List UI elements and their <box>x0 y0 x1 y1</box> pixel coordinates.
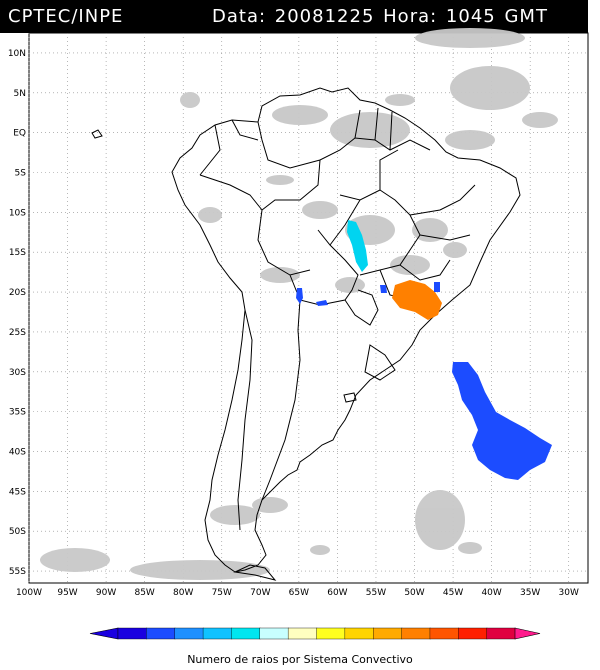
colorbar-swatch <box>344 627 374 640</box>
colorbar: 11015202530354050100150200250350 <box>89 627 541 640</box>
colorbar-swatch <box>202 627 233 640</box>
date-value: 20081225 <box>274 6 375 27</box>
hour-value: 1045 <box>445 6 496 27</box>
colorbar-left-arrow <box>89 627 119 640</box>
border-brazil-north <box>257 121 431 169</box>
border-argentina <box>261 299 301 501</box>
colorbar-swatch <box>174 627 204 640</box>
colorbar-label: Numero de raios por Sistema Convectivo <box>187 653 413 666</box>
system-bolivia-b <box>316 300 328 306</box>
longitude-label: 75W <box>212 588 232 598</box>
colorbar-swatch <box>231 627 261 640</box>
source-label: CPTEC/INPE <box>8 6 124 27</box>
colorbar-swatch <box>401 627 431 640</box>
longitude-label: 35W <box>520 588 540 598</box>
longitude-label: 60W <box>327 588 347 598</box>
latitude-label: 40S <box>9 447 26 457</box>
colorbar-swatch <box>117 627 148 640</box>
hour-label: Hora: <box>383 6 438 27</box>
latitude-label: 20S <box>9 288 26 298</box>
colorbar-swatch <box>429 627 459 640</box>
latitude-label: 30S <box>9 368 26 378</box>
longitude-label: 65W <box>289 588 309 598</box>
border-bolivia <box>289 229 359 306</box>
timezone-label: GMT <box>504 6 548 27</box>
map-header: CPTEC/INPE Data: 20081225 Hora: 1045 GMT <box>0 0 588 33</box>
south-america-coastline <box>171 87 521 573</box>
border-brazil-inner <box>261 159 321 211</box>
convective-systems <box>296 220 552 480</box>
border-brazil-states2 <box>329 149 476 311</box>
latitude-label: 10S <box>9 208 26 218</box>
colorbar-swatch <box>146 627 176 640</box>
system-atlantic <box>452 362 552 480</box>
latitude-label: 35S <box>9 408 26 418</box>
system-rio <box>434 282 440 292</box>
latitude-label: 45S <box>9 487 26 497</box>
border-colombia <box>199 119 259 176</box>
colorbar-swatch <box>259 627 289 640</box>
galapagos <box>91 129 103 139</box>
date-label: Data: <box>212 6 267 27</box>
longitude-label: 90W <box>96 588 116 598</box>
longitude-label: 95W <box>57 588 77 598</box>
longitude-label: 55W <box>366 588 386 598</box>
colorbar-swatch <box>316 627 346 640</box>
latitude-label: 25S <box>9 328 26 338</box>
latitude-label: 50S <box>9 527 26 537</box>
map-frame <box>28 32 589 584</box>
colorbar-swatch <box>287 627 318 640</box>
falklands <box>343 392 357 403</box>
longitude-label: 40W <box>481 588 501 598</box>
longitude-label: 85W <box>134 588 154 598</box>
border-guianas <box>354 107 393 151</box>
border-brazil-states <box>339 189 421 276</box>
longitude-label: 100W <box>16 588 42 598</box>
border-peru-brazil <box>199 174 311 276</box>
longitude-labels: 100W 95W 90W 85W 80W 75W 70W 65W 60W 55W 50W 45W 40W… <box>16 588 579 598</box>
latitude-label: 55S <box>9 567 26 577</box>
border-paraguay <box>344 289 379 326</box>
longitude-label: 80W <box>173 588 193 598</box>
latitude-label: EQ <box>13 129 26 139</box>
lightning-map: 10N5NEQ5S10S15S20S25S30S35S40S45S50S55S … <box>8 28 589 640</box>
longitude-label: 50W <box>404 588 424 598</box>
colorbar-right-arrow <box>514 627 541 640</box>
border-uruguay <box>364 344 396 381</box>
longitude-label: 45W <box>443 588 463 598</box>
country-borders <box>91 87 521 581</box>
colorbar-swatch <box>373 627 403 640</box>
colorbar-swatch <box>486 627 516 640</box>
cloud-areas <box>40 28 558 580</box>
latitude-labels: 10N 5N EQ 5S 10S 15S 20S 25S 30S 35S 40S 45S 50S 55S <box>8 49 26 577</box>
system-goias <box>380 285 387 293</box>
system-minas-gerais <box>392 280 442 320</box>
colorbar-swatch <box>458 627 488 640</box>
latitude-label: 5S <box>15 168 27 178</box>
border-chile <box>237 309 253 531</box>
system-mato-grosso <box>347 220 368 272</box>
longitude-label: 30W <box>559 588 579 598</box>
tierra-del-fuego <box>233 564 277 581</box>
system-bolivia-a <box>296 288 303 304</box>
datetime-label: Data: 20081225 Hora: 1045 GMT <box>212 6 548 27</box>
longitude-label: 70W <box>250 588 270 598</box>
latitude-label: 5N <box>14 89 26 99</box>
latitude-label: 10N <box>8 49 26 59</box>
latitude-label: 15S <box>9 248 26 258</box>
